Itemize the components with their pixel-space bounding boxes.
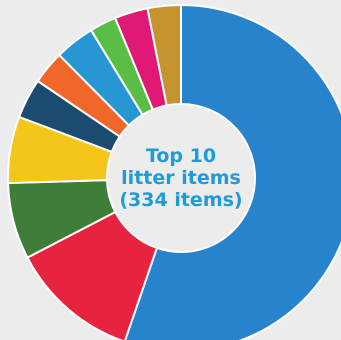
center-title-line-2: litter items [121, 167, 241, 189]
donut-slice-2 [26, 211, 158, 340]
center-title-line-1: Top 10 [145, 145, 217, 167]
center-title-line-3: (334 items) [119, 189, 243, 211]
donut-slice-10 [146, 4, 182, 107]
donut-slice-1 [124, 4, 341, 340]
center-label: Top 10 litter items (334 items) [101, 120, 261, 236]
donut-hole [108, 105, 254, 251]
